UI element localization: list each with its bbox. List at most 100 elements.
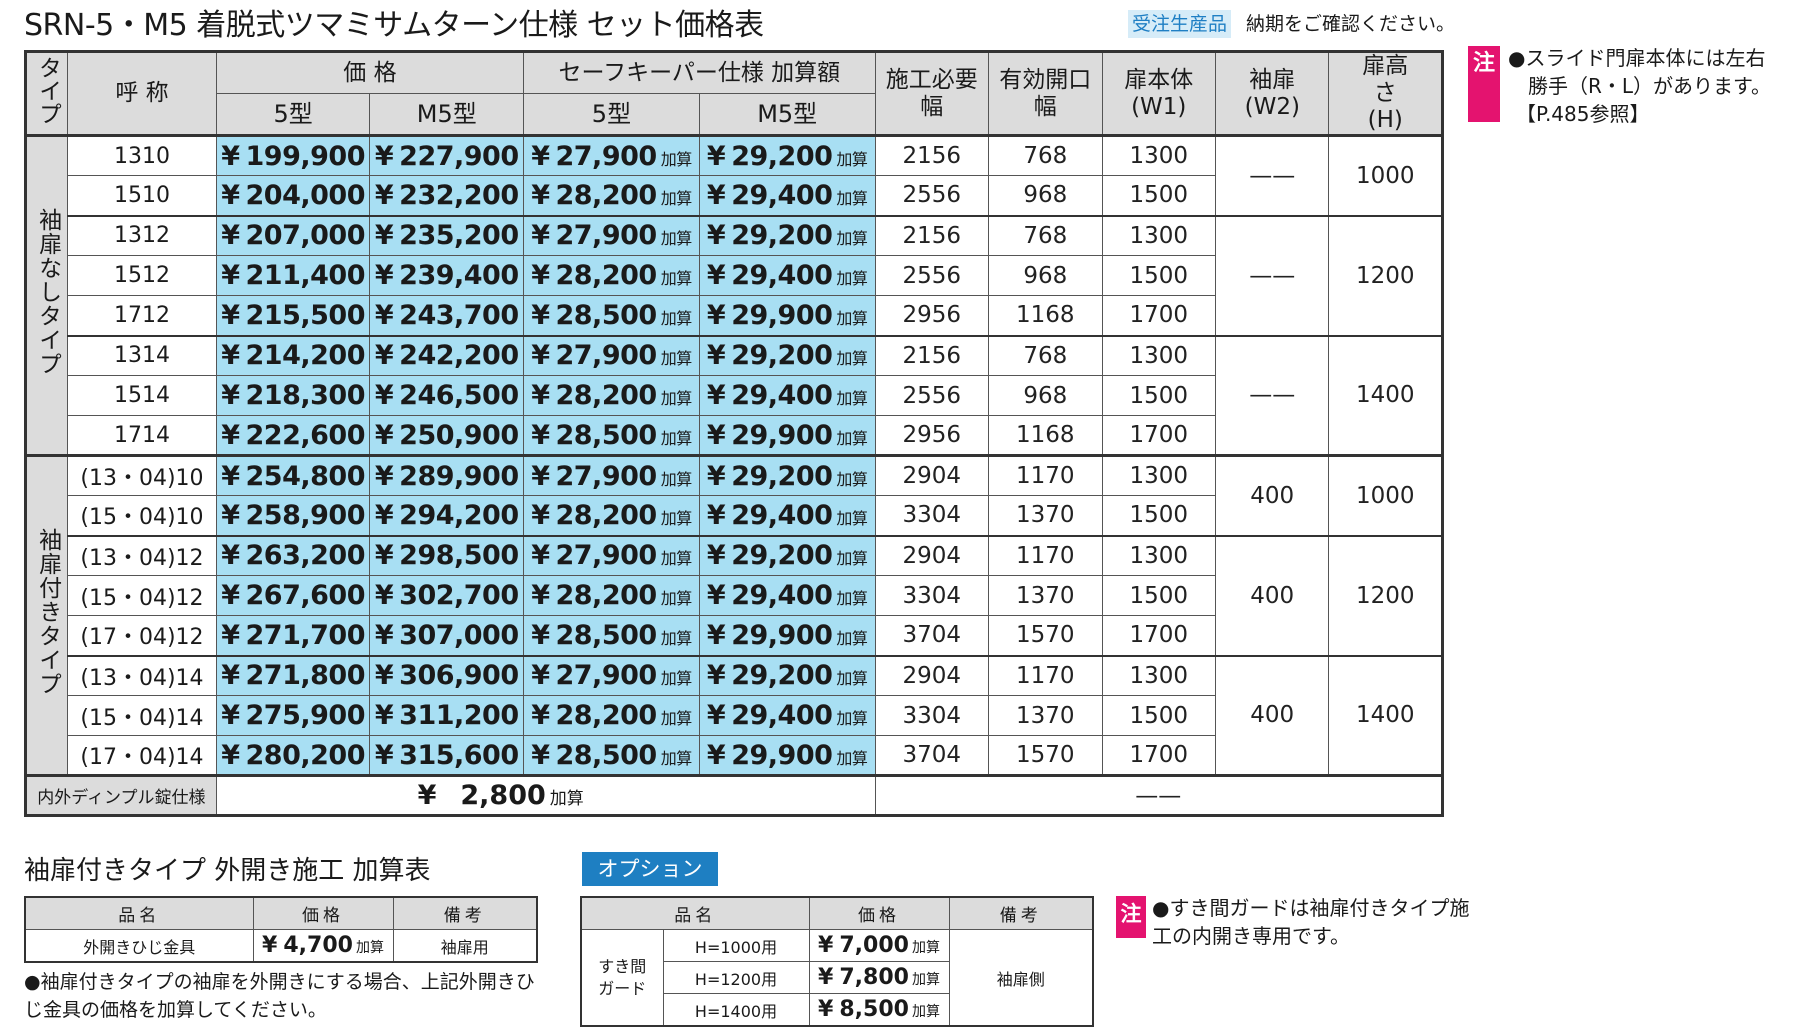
price-value: 29,200 (731, 660, 833, 692)
table-row: (13・04)14 ¥271,800 ¥306,900 ¥27,900 加算 ¥29,20… (26, 654, 1443, 776)
yen-sign: ¥ (706, 700, 726, 731)
yen-sign: ¥ (706, 739, 726, 771)
table-row: 1510 ¥204,000 ¥232,200 ¥28,200 加算 ¥29,400 加算 25… (26, 175, 1443, 216)
add-unit: 加算 (549, 789, 584, 809)
model-name: (13・04)12 (67, 534, 217, 576)
safekeeper-m5: ¥29,200 加算 (698, 134, 876, 176)
header-price-5: 5型 (215, 93, 371, 136)
header-type: タイプ (24, 51, 69, 136)
price-value: 27,900 (555, 460, 657, 492)
yen-sign: ¥ (374, 739, 394, 771)
price-value: 254,800 (245, 460, 366, 492)
safekeeper-5: ¥27,900 加算 (523, 454, 700, 496)
door-width-w2: 400 (1214, 654, 1330, 776)
price-value: 311,200 (399, 700, 519, 731)
add-unit: 加算 (660, 389, 693, 408)
price-value: 29,900 (731, 419, 833, 451)
price-value: 239,400 (399, 260, 519, 291)
made-to-order-badge: 受注生産品 (1128, 10, 1232, 38)
price-value: 199,900 (245, 140, 366, 172)
add-unit: 加算 (836, 188, 868, 208)
price-5: ¥204,000 (215, 175, 371, 216)
price-5: ¥258,900 (215, 495, 371, 536)
sekou-width: 3304 (874, 495, 990, 536)
option-size: H=1400用 (662, 993, 810, 1027)
table-row: 袖扉付きタイプ (13・04)10 ¥254,800 ¥289,900 ¥27,900 加… (24, 454, 1443, 776)
price-value: 29,400 (731, 580, 833, 611)
price-value: 222,600 (245, 419, 366, 451)
yen-sign: ¥ (531, 140, 550, 172)
door-width-w1: 1500 (1101, 575, 1216, 616)
table-row: (13・04)12 ¥263,200 ¥298,500 ¥27,900 加算 ¥29,20… (26, 534, 1443, 656)
header-h: 扉高さ(H) (1328, 51, 1443, 136)
yen-sign: ¥ (818, 933, 834, 958)
sekou-width: 3304 (874, 695, 990, 736)
price-value: 28,500 (555, 299, 657, 331)
opening-width: 1370 (988, 695, 1103, 736)
door-height-h: 1000 (1328, 454, 1443, 536)
opening-width: 1170 (988, 454, 1103, 496)
model-name: (17・04)14 (67, 735, 217, 776)
yen-sign: ¥ (531, 220, 550, 252)
safekeeper-m5: ¥29,400 加算 (698, 175, 876, 216)
add-unit: 加算 (911, 940, 940, 956)
price-5: ¥271,800 (215, 654, 371, 696)
safekeeper-m5: ¥29,400 加算 (698, 495, 876, 536)
door-height-h: 1400 (1328, 654, 1443, 776)
sekou-width: 2156 (874, 134, 990, 176)
safekeeper-m5: ¥29,200 加算 (698, 214, 876, 256)
yen-sign: ¥ (706, 260, 726, 291)
add-unit: 加算 (660, 308, 693, 328)
price-value: 215,500 (245, 299, 366, 331)
add-unit: 加算 (660, 748, 693, 768)
yen-sign: ¥ (706, 340, 726, 372)
add-unit: 加算 (660, 628, 693, 648)
price-m5: ¥294,200 (369, 495, 525, 536)
add-unit: 加算 (836, 229, 868, 249)
option-item-name: すき間ガード (580, 929, 664, 1027)
door-width-w1: 1300 (1101, 334, 1216, 376)
yen-sign: ¥ (374, 460, 394, 492)
door-width-w1: 1500 (1101, 495, 1216, 536)
opening-width: 1170 (988, 534, 1103, 576)
price-value: 28,200 (555, 380, 657, 411)
yen-sign: ¥ (221, 460, 240, 492)
yen-sign: ¥ (221, 260, 240, 291)
price-value: 258,900 (245, 499, 366, 531)
price-value: 315,600 (399, 739, 519, 771)
yen-sign: ¥ (531, 540, 550, 572)
yen-sign: ¥ (531, 460, 550, 492)
yen-sign: ¥ (706, 419, 726, 451)
door-width-w2: —— (1214, 134, 1330, 216)
table-row: (15・04)12 ¥267,600 ¥302,700 ¥28,200 加算 ¥29,40… (26, 575, 1443, 616)
add-unit: 加算 (836, 389, 868, 408)
gap-guard-note: ●すき間ガードは袖扉付きタイプ施工の内開き専用です。 (1152, 896, 1470, 948)
yen-sign: ¥ (374, 540, 394, 572)
yen-sign: ¥ (221, 419, 240, 451)
safekeeper-5: ¥28,500 加算 (523, 615, 700, 656)
door-width-w2: 400 (1214, 534, 1330, 656)
price-value: 204,000 (245, 179, 366, 211)
model-name: (17・04)12 (67, 615, 217, 656)
opening-width: 768 (988, 334, 1103, 376)
model-name: (15・04)12 (67, 575, 217, 616)
yen-sign: ¥ (706, 499, 726, 531)
safekeeper-5: ¥27,900 加算 (523, 534, 700, 576)
safekeeper-m5: ¥29,400 加算 (698, 575, 876, 616)
note-line: ●スライド門扉本体には左右 (1508, 46, 1766, 70)
price-value: 29,200 (731, 220, 833, 252)
opening-width: 968 (988, 375, 1103, 416)
option-size: H=1000用 (662, 929, 810, 962)
yen-sign: ¥ (531, 499, 550, 531)
yen-sign: ¥ (417, 780, 437, 811)
option-size: H=1200用 (662, 961, 810, 994)
yen-sign: ¥ (818, 997, 834, 1022)
price-value: 306,900 (399, 660, 519, 692)
door-height-h: 1000 (1328, 134, 1443, 216)
price-value: 28,200 (555, 499, 657, 531)
side-item-name: 外開きひじ金具 (24, 929, 254, 963)
table-row: 1512 ¥211,400 ¥239,400 ¥28,200 加算 ¥29,400 加算 25… (26, 255, 1443, 296)
yen-sign: ¥ (706, 460, 726, 492)
table-row: H=1400用 ¥8,500 加算 (581, 993, 1093, 1027)
price-m5: ¥242,200 (369, 334, 525, 376)
